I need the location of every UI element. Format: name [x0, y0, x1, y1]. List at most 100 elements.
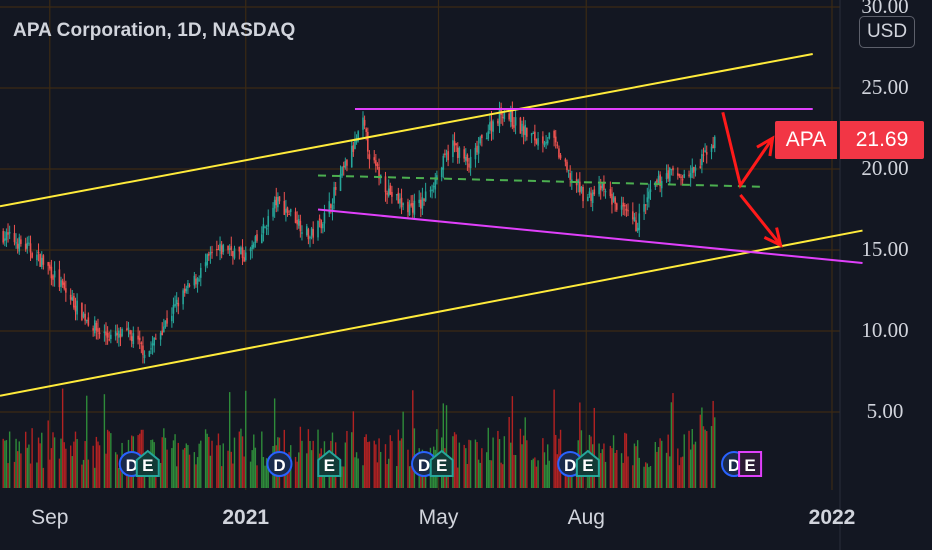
candle-body: [559, 155, 562, 159]
candle-body: [261, 234, 263, 244]
candle-body: [455, 143, 457, 146]
candle-body: [273, 199, 276, 209]
candle-body: [636, 227, 639, 231]
event-badge-label: D: [418, 456, 430, 475]
candle-body: [649, 189, 652, 193]
candle-body: [254, 236, 257, 244]
currency-button[interactable]: USD: [859, 16, 915, 48]
candle-body: [283, 200, 286, 215]
candle-body: [333, 187, 335, 204]
candle-body: [431, 189, 433, 192]
candle-body: [13, 233, 16, 243]
candle-body: [570, 179, 573, 182]
candle-body: [453, 141, 456, 146]
candle-body: [548, 132, 551, 139]
projection-arrow-up: [721, 111, 774, 189]
candle-body: [477, 145, 480, 154]
candle-body: [130, 336, 133, 342]
candle-body: [199, 267, 202, 278]
candle-body: [208, 254, 210, 256]
candle-body: [24, 243, 27, 250]
candle-body: [121, 329, 123, 337]
candle-body: [710, 146, 713, 153]
candle-body: [542, 136, 544, 144]
candle-body: [537, 138, 539, 146]
candle-body: [15, 242, 17, 244]
candle-body: [566, 161, 568, 170]
candle-body: [148, 351, 151, 357]
candle-body: [442, 156, 445, 170]
candle-body: [702, 154, 705, 156]
candle-body: [712, 144, 714, 149]
candle-body: [318, 218, 321, 220]
candle-body: [84, 313, 86, 321]
candle-body: [591, 192, 594, 203]
earnings-badge-shape: [738, 451, 763, 477]
candle-body: [18, 237, 21, 252]
candle-body: [485, 138, 488, 140]
candle-body: [509, 111, 512, 122]
price-axis-label: 30.00: [861, 0, 909, 18]
candle-body: [609, 189, 612, 197]
candle-body: [211, 251, 213, 253]
candle-body: [680, 176, 682, 179]
candle-body: [252, 243, 255, 248]
candle-body: [357, 131, 359, 141]
candle-body: [704, 150, 706, 153]
candle-body: [106, 333, 109, 338]
earnings-badge[interactable]: E: [738, 451, 763, 477]
earnings-badge[interactable]: E: [135, 449, 160, 477]
candle-body: [240, 247, 242, 255]
candle-body: [243, 257, 245, 262]
candle-body: [320, 219, 323, 229]
candle-body: [187, 283, 189, 289]
candle-body: [521, 123, 523, 131]
earnings-badge-shape: [575, 449, 600, 477]
candle-body: [95, 322, 98, 331]
candle-body: [456, 147, 459, 159]
candle-body: [611, 193, 613, 205]
candle-body: [670, 168, 673, 170]
candle-body: [196, 278, 199, 285]
candle-body: [227, 245, 229, 251]
candle-body: [7, 232, 9, 235]
candle-body: [137, 335, 139, 340]
candle-body: [508, 113, 510, 120]
candle-body: [352, 145, 355, 152]
candle-body: [598, 183, 600, 195]
price-axis-label: 5.00: [866, 399, 904, 423]
candle-body: [150, 348, 152, 350]
candle-body: [230, 246, 233, 250]
candle-body: [625, 208, 628, 211]
candle-body: [140, 342, 143, 344]
candle-body: [558, 148, 560, 158]
candle-body: [677, 173, 679, 176]
projection-arrow-down: [739, 193, 782, 247]
earnings-badge[interactable]: E: [575, 449, 600, 477]
candle-body: [286, 207, 289, 213]
candle-body: [103, 331, 106, 334]
earnings-badge[interactable]: E: [429, 449, 454, 477]
earnings-badge[interactable]: E: [317, 449, 342, 477]
candle-body: [108, 339, 111, 341]
candle-body: [689, 173, 692, 178]
earnings-badge-shape: [429, 449, 454, 477]
candle-body: [73, 295, 75, 308]
candle-body: [580, 186, 583, 192]
candle-body: [238, 246, 241, 252]
candle-body: [92, 328, 94, 331]
dividend-badge[interactable]: D: [266, 451, 293, 477]
dividend-badge-shape: [266, 451, 293, 477]
candle-body: [635, 220, 637, 232]
candle-body: [166, 318, 168, 324]
candle-body: [97, 328, 99, 332]
candle-body: [74, 305, 77, 312]
candle-body: [39, 254, 41, 267]
candle-body: [699, 166, 702, 168]
candle-body: [182, 290, 184, 305]
candle-body: [648, 191, 650, 199]
event-badge-label: E: [324, 456, 335, 475]
time-axis-label: 2022: [808, 506, 856, 529]
candle-body: [151, 343, 154, 346]
